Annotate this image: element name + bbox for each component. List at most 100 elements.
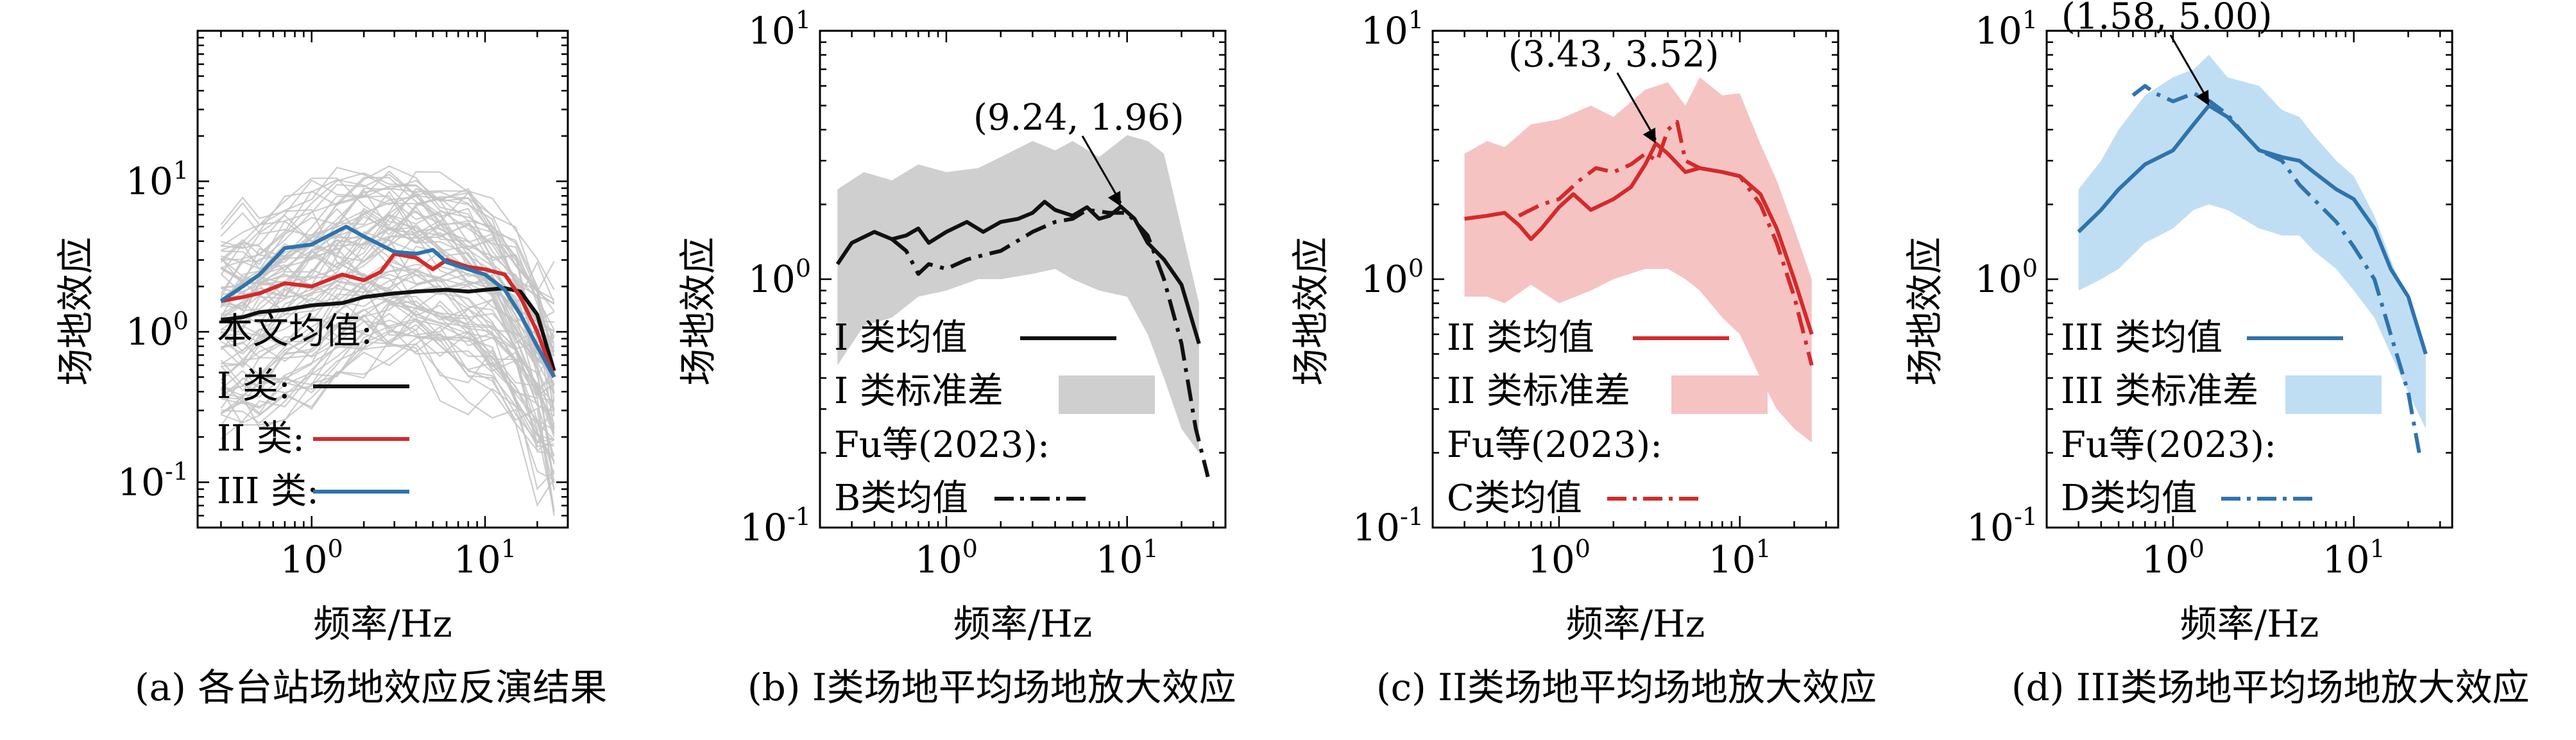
gray-curve (221, 290, 555, 425)
plot-area-c (1464, 77, 1814, 443)
plot-area-a (219, 165, 556, 516)
y-tick-label: 10-1 (117, 457, 189, 504)
caption-d: (d) III类场地平均场地放大效应 (2011, 666, 2530, 709)
plot-area-d (2077, 55, 2428, 454)
annotation-label: (9.24, 1.96) (973, 97, 1184, 139)
legend-label: III 类: (217, 470, 319, 512)
x-tick-label: 101 (2323, 535, 2385, 581)
gray-curve (220, 172, 555, 345)
legend-std-swatch (1059, 375, 1155, 414)
gray-curve (221, 219, 555, 352)
gray-curve (221, 274, 555, 375)
legend-mean-label: II 类均值 (1447, 317, 1594, 359)
y-tick-label: 101 (1975, 6, 2038, 53)
gray-curve (220, 300, 555, 457)
legend-label: II 类: (217, 418, 305, 460)
arrow-head (2196, 89, 2209, 106)
x-axis-label: 频率/Hz (313, 602, 452, 646)
series-line-a-1 (220, 252, 556, 378)
annotation-arrow (2169, 34, 2210, 103)
gray-curve (221, 311, 555, 516)
series-line-c-0 (1464, 141, 1814, 335)
series-line-c-1 (1518, 119, 1814, 366)
caption-a: (a) 各台站场地效应反演结果 (135, 666, 608, 709)
legend-std-swatch (2285, 375, 2382, 414)
y-axis-label: 场地效应 (676, 237, 720, 386)
y-tick-label: 10-1 (1352, 503, 1424, 549)
gray-curve (221, 308, 554, 455)
y-tick-label: 100 (1361, 254, 1424, 301)
y-axis-label: 场地效应 (1289, 237, 1333, 386)
gray-curve (221, 245, 554, 388)
y-tick-label: 101 (1361, 6, 1424, 53)
annotation-label: (1.58, 5.00) (2061, 0, 2273, 37)
plot-frame-a (196, 30, 569, 529)
series-line-b-0 (835, 200, 1201, 345)
x-axis-label: 频率/Hz (2180, 602, 2319, 646)
plot-area-b (835, 135, 1210, 478)
x-tick-label: 101 (454, 535, 516, 581)
caption-b: (b) I类场地平均场地放大效应 (747, 666, 1236, 709)
gray-curve (220, 262, 555, 404)
legend-ref-title: Fu等(2023): (2061, 424, 2276, 466)
gray-curve (220, 268, 555, 435)
gray-curve (220, 308, 555, 462)
x-tick-label: 101 (1096, 535, 1159, 581)
legend-mean-label: I 类均值 (834, 317, 968, 359)
annotation-arrow (1616, 72, 1657, 141)
legend-std-label: III 类标准差 (2061, 370, 2258, 412)
annotation-label: (3.43, 3.52) (1508, 33, 1719, 75)
gray-curve (221, 187, 555, 290)
y-tick-label: 10-1 (1966, 503, 2038, 549)
std-band-c (1464, 77, 1812, 443)
series-line-d-1 (2131, 83, 2421, 454)
legend-label: I 类: (217, 365, 291, 407)
y-tick-label: 101 (126, 156, 189, 203)
y-axis-label: 场地效应 (1903, 237, 1947, 386)
series-line-d-0 (2077, 103, 2428, 355)
annotation-arrow (1081, 135, 1122, 203)
arrow-head (1107, 191, 1122, 207)
series-line-b-1 (891, 208, 1210, 478)
caption-c: (c) II类场地平均场地放大效应 (1376, 666, 1877, 709)
x-tick-label: 100 (1528, 535, 1591, 581)
x-tick-label: 100 (2142, 535, 2205, 581)
series-line-a-0 (221, 286, 556, 372)
gray-curve (220, 190, 555, 348)
gray-curve (220, 187, 555, 393)
y-tick-label: 100 (1975, 254, 2038, 301)
legend-ref-label: D类均值 (2061, 478, 2197, 519)
gray-curve (220, 333, 555, 490)
y-tick-label: 10-1 (740, 503, 811, 549)
gray-curve (221, 323, 555, 489)
arrow-head (1642, 127, 1656, 144)
gray-curve (220, 325, 555, 475)
x-axis-label: 频率/Hz (1566, 602, 1705, 646)
gray-curve (221, 165, 554, 323)
gray-curve (220, 191, 555, 366)
y-tick-label: 100 (126, 307, 189, 354)
std-band-d (2078, 55, 2426, 429)
legend-title: 本文均值: (217, 311, 373, 352)
legend-mean-label: III 类均值 (2061, 317, 2222, 359)
legend-ref-title: Fu等(2023): (834, 424, 1050, 466)
gray-curve (220, 234, 555, 410)
gray-curve (220, 216, 555, 395)
y-tick-label: 101 (748, 6, 811, 53)
y-tick-label: 100 (748, 254, 811, 301)
legend-ref-title: Fu等(2023): (1447, 424, 1662, 466)
x-axis-label: 频率/Hz (953, 602, 1093, 646)
series-line-a-2 (219, 225, 556, 378)
x-tick-label: 101 (1709, 535, 1771, 581)
gray-curve (220, 320, 555, 481)
legend-std-swatch (1671, 375, 1768, 414)
x-tick-label: 100 (280, 535, 343, 581)
y-axis-label: 场地效应 (54, 237, 98, 386)
legend-std-label: II 类标准差 (1447, 370, 1630, 412)
legend-ref-label: C类均值 (1447, 478, 1582, 519)
gray-curve (221, 173, 555, 305)
